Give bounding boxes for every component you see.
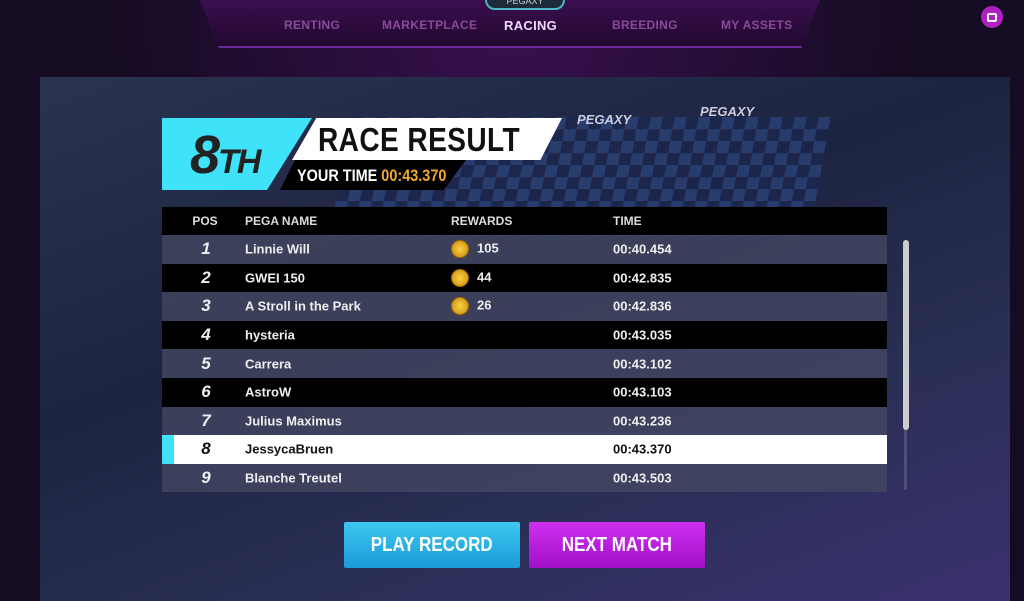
row-pos: 7 [201,410,211,430]
row-name: A Stroll in the Park [245,298,361,314]
table-row: 1 Linnie Will 105 00:40.454 [162,235,887,264]
table-row: 6 AstroW 00:43.103 [162,377,887,407]
banner-text: PEGAXY [577,112,632,127]
row-pos: 1 [201,239,211,259]
row-pos: 9 [201,468,211,488]
coin-icon [451,268,469,287]
wallet-icon[interactable] [981,6,1003,28]
row-time: 00:43.035 [613,327,672,343]
coin-icon [451,240,469,259]
table-row: 3 A Stroll in the Park 26 00:42.836 [162,292,887,321]
row-time: 00:43.503 [613,470,672,486]
race-result-header: 8TH RACE RESULT YOUR TIME 00:43.370 [162,118,562,190]
header-rewards: REWARDS [451,214,513,228]
next-match-button[interactable]: NEXT MATCH [529,522,705,568]
results-table: POS PEGA NAME REWARDS TIME 1 Linnie Will… [162,207,887,493]
header-name: PEGA NAME [245,214,318,228]
nav-renting[interactable]: RENTING [284,18,341,32]
row-name: Linnie Will [245,241,310,257]
row-name: AstroW [245,384,292,400]
row-reward: 105 [451,240,499,259]
nav-marketplace[interactable]: MARKETPLACE [382,18,478,32]
table-row: 9 Blanche Treutel 00:43.503 [162,463,887,493]
table-row: 8 JessycaBruen 00:43.370 [162,435,887,464]
row-pos: 8 [201,439,211,459]
place-label: 8TH [190,125,261,185]
table-header: POS PEGA NAME REWARDS TIME [162,207,887,235]
row-pos: 5 [201,353,211,373]
row-reward: 26 [451,297,491,316]
table-row: 5 Carrera 00:43.102 [162,349,887,378]
row-name: Julius Maximus [245,413,342,429]
row-pos: 2 [201,267,211,287]
nav-breeding[interactable]: BREEDING [612,18,678,32]
nav-racing[interactable]: RACING [504,18,558,33]
scrollbar-thumb[interactable] [903,240,909,430]
row-time: 00:42.835 [613,270,672,286]
row-pos: 6 [201,382,211,402]
page-title: RACE RESULT [318,121,521,158]
header-time: TIME [613,214,642,228]
play-record-button[interactable]: PLAY RECORD [344,522,520,568]
table-row: 2 GWEI 150 44 00:42.835 [162,263,887,293]
row-time: 00:43.102 [613,356,672,372]
row-name: GWEI 150 [245,270,305,286]
banner-text: PEGAXY [700,104,755,119]
row-name: Carrera [245,356,292,372]
row-name: hysteria [245,327,295,343]
row-name: JessycaBruen [245,441,334,457]
row-reward: 44 [451,268,491,287]
coin-icon [451,297,469,316]
row-time: 00:43.103 [613,384,672,400]
table-row: 4 hysteria 00:43.035 [162,320,887,350]
row-time: 00:43.236 [613,413,672,429]
row-time: 00:42.836 [613,298,672,314]
row-pos: 3 [201,296,211,316]
your-time: YOUR TIME 00:43.370 [297,166,447,185]
header-pos: POS [192,214,218,228]
logo[interactable]: PEGAXY [485,0,565,10]
row-time: 00:43.370 [613,441,672,457]
row-pos: 4 [201,325,211,345]
nav-my-assets[interactable]: MY ASSETS [721,18,793,32]
row-time: 00:40.454 [613,241,672,257]
table-row: 7 Julius Maximus 00:43.236 [162,406,887,436]
row-name: Blanche Treutel [245,470,342,486]
